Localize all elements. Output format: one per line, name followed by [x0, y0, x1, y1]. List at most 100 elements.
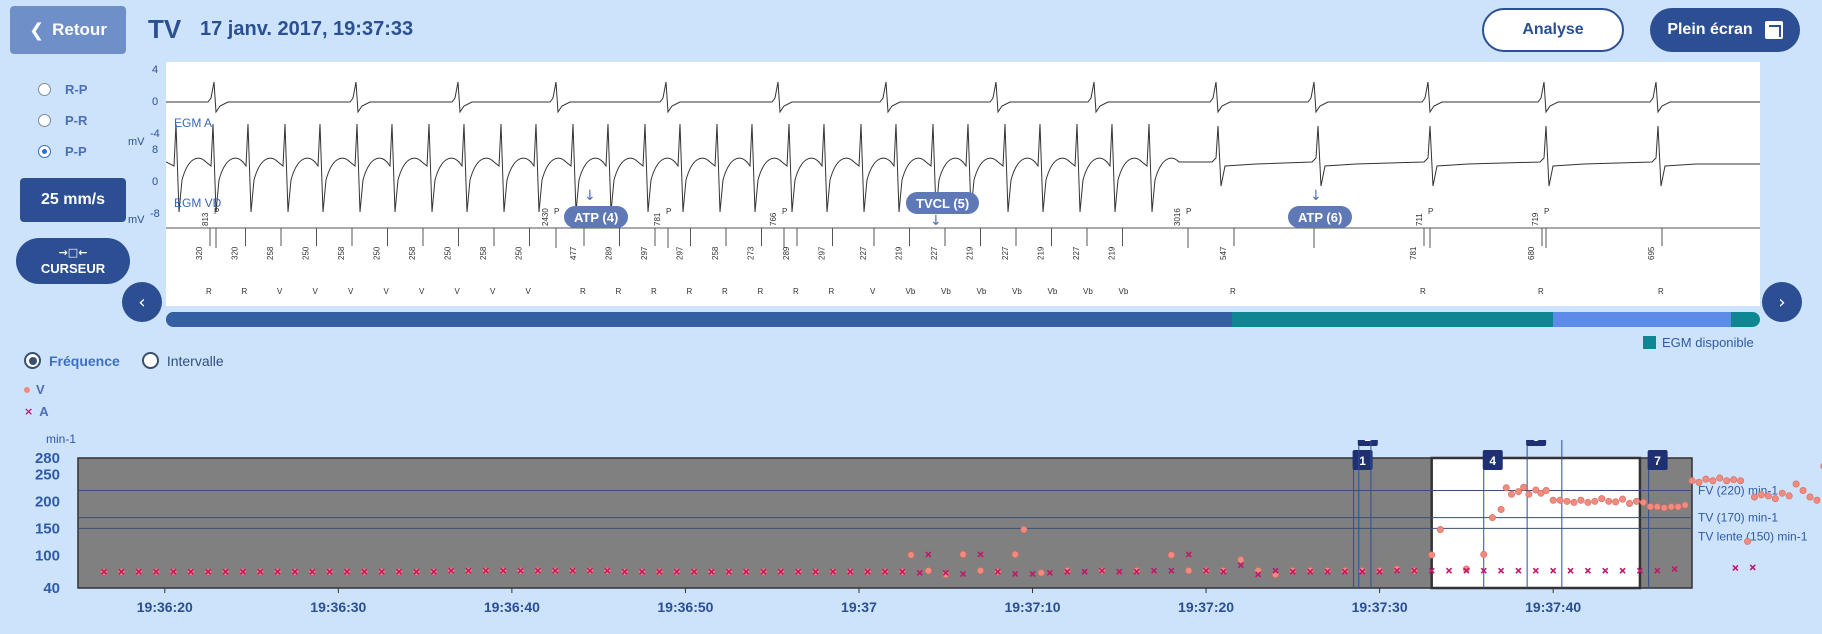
- x-tick-label: 19:36:40: [484, 599, 540, 615]
- v-point: [1660, 504, 1668, 512]
- v-point: [1646, 503, 1654, 511]
- interval-value: 547: [1219, 246, 1228, 260]
- interval-code-top: P: [1186, 207, 1191, 216]
- a-point: [1341, 568, 1348, 575]
- fullscreen-button[interactable]: Plein écran: [1650, 8, 1800, 52]
- a-point: [1081, 568, 1088, 575]
- arrow-down-icon: ↓: [930, 213, 942, 229]
- v-point: [1167, 551, 1175, 559]
- measure-option-rp[interactable]: R-P: [38, 82, 87, 97]
- interval-code: Vb: [1012, 287, 1022, 296]
- arrow-down-icon: ↓: [584, 188, 596, 204]
- interval-value: 320: [231, 246, 240, 260]
- v-point: [1542, 486, 1550, 494]
- egm-available-swatch: [1643, 336, 1656, 349]
- a-point: [795, 568, 802, 575]
- v-point: [1778, 489, 1786, 497]
- v-point: [1632, 497, 1640, 505]
- event-marker-badge: [1526, 440, 1547, 446]
- interval-value: 273: [747, 246, 756, 260]
- egm-tracing-panel[interactable]: 813P2430P781P766P3016P734P711P719P320R32…: [165, 62, 1760, 306]
- a-point: [413, 568, 420, 575]
- analyse-button[interactable]: Analyse: [1482, 8, 1624, 52]
- interval-code: R: [758, 287, 764, 296]
- a-point: [1307, 568, 1314, 575]
- v-point: [1497, 505, 1505, 513]
- vd-unit: mV: [128, 214, 145, 226]
- a-point: [586, 567, 594, 574]
- interval-value-top: 813: [201, 212, 210, 226]
- a-point: [1654, 567, 1661, 574]
- mode-freq-label[interactable]: Fréquence: [49, 352, 120, 369]
- a-point: [1150, 567, 1158, 574]
- event-marker-label: 2: [1364, 440, 1371, 444]
- a-unit: mV: [128, 136, 145, 148]
- interval-value: 250: [373, 246, 382, 260]
- a-scale-bottom: -4: [150, 128, 160, 140]
- speed-button[interactable]: 25 mm/s: [20, 178, 126, 222]
- scroll-left-button[interactable]: ‹: [122, 282, 162, 322]
- v-point: [1584, 498, 1592, 506]
- a-point: [1012, 570, 1019, 577]
- a-point: [1359, 568, 1366, 575]
- interval-code: R: [687, 287, 693, 296]
- a-point: [395, 568, 403, 575]
- mode-freq-radio[interactable]: [24, 352, 41, 369]
- interval-code: Vb: [941, 287, 951, 296]
- v-point: [1750, 493, 1758, 501]
- v-point: [1716, 474, 1724, 482]
- a-point: [1098, 567, 1106, 574]
- marker-atp-4[interactable]: ATP (4): [564, 206, 629, 228]
- cursor-button[interactable]: →□← CURSEUR: [16, 238, 130, 284]
- v-point-icon: [24, 386, 30, 393]
- interval-value: 320: [195, 246, 204, 260]
- interval-code: Vb: [906, 287, 916, 296]
- interval-code: R: [206, 287, 212, 296]
- measure-label: P-P: [65, 144, 87, 159]
- marker-tvcl-5[interactable]: TVCL (5): [906, 192, 980, 214]
- interval-value-top: 711: [1415, 213, 1424, 226]
- a-point: [291, 568, 299, 575]
- a-point: [1029, 570, 1036, 577]
- measure-option-pp[interactable]: P-P: [38, 144, 87, 159]
- egm-available-label: EGM disponible: [1662, 335, 1754, 350]
- chart-plot-area: [77, 457, 1693, 589]
- timeline-current-window[interactable]: [1552, 312, 1732, 327]
- a-point: [1732, 564, 1739, 572]
- a-point: [1619, 567, 1626, 574]
- vd-scale-zero: 0: [152, 176, 159, 188]
- measure-option-pr[interactable]: P-R: [38, 113, 87, 128]
- recording-timeline[interactable]: [166, 312, 1760, 327]
- mode-interval-radio[interactable]: [141, 352, 159, 369]
- interval-value: 695: [1647, 246, 1656, 260]
- interval-code: R: [793, 287, 799, 296]
- interval-value-top: 719: [1531, 212, 1540, 226]
- back-label: Retour: [52, 20, 107, 39]
- marker-atp-6[interactable]: ATP (6): [1288, 206, 1353, 228]
- mode-interval-label[interactable]: Intervalle: [166, 352, 224, 369]
- interval-code: Vb: [977, 287, 987, 296]
- interval-value: 258: [408, 246, 417, 260]
- a-point: [1550, 567, 1557, 574]
- interval-value: 258: [711, 246, 720, 260]
- a-point: [1376, 568, 1383, 575]
- interval-value: 297: [640, 246, 649, 260]
- a-point: [621, 568, 628, 575]
- a-point: [725, 568, 732, 575]
- a-point: [977, 551, 984, 558]
- scroll-right-button[interactable]: ›: [1762, 282, 1802, 322]
- a-point: [812, 568, 819, 575]
- event-marker-label: 4: [1489, 454, 1496, 468]
- a-point: [656, 568, 663, 575]
- v-point: [1570, 498, 1578, 506]
- a-point: [847, 568, 854, 575]
- a-point: [760, 568, 767, 575]
- v-point: [1674, 503, 1682, 511]
- v-point: [1480, 550, 1488, 558]
- a-point: [222, 568, 229, 575]
- a-point: [534, 567, 541, 574]
- back-button[interactable]: ❮ Retour: [10, 6, 126, 54]
- a-scale-top: 4: [152, 64, 159, 76]
- a-point: [448, 567, 455, 574]
